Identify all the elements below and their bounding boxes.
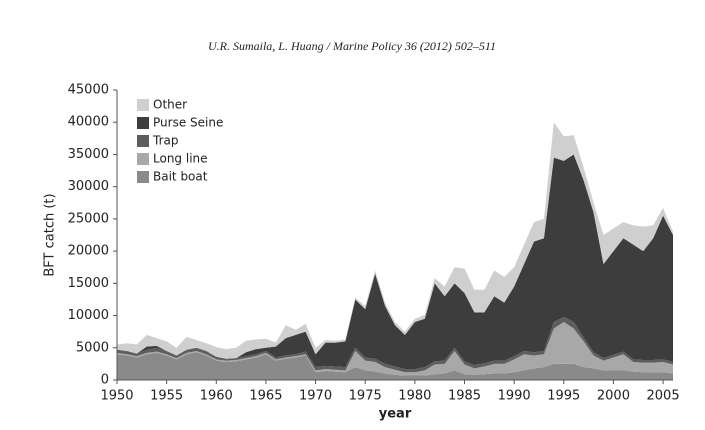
page-header: U.R. Sumaila, L. Huang / Marine Policy 3… [208, 39, 496, 53]
legend-label: Other [153, 98, 187, 112]
x-tick-label: 1965 [249, 389, 282, 404]
x-tick-label: 1950 [100, 389, 133, 404]
y-tick-label: 0 [101, 373, 109, 388]
x-tick-label: 1955 [150, 389, 183, 404]
x-tick-label: 1960 [200, 389, 233, 404]
legend-swatch [137, 153, 149, 165]
y-tick-label: 30000 [68, 179, 109, 194]
y-tick-label: 40000 [68, 115, 109, 130]
legend-label: Purse Seine [153, 116, 223, 130]
y-tick-label: 20000 [68, 244, 109, 259]
area [117, 322, 673, 376]
x-tick-label: 2000 [597, 389, 630, 404]
y-tick-label: 35000 [68, 147, 109, 162]
y-tick-label: 5000 [76, 340, 109, 355]
x-tick-label: 1980 [398, 389, 431, 404]
x-tick-label: 2005 [647, 389, 680, 404]
legend-swatch [137, 135, 149, 147]
x-tick-label: 1975 [349, 389, 382, 404]
x-tick-label: 1995 [547, 389, 580, 404]
x-tick-label: 1990 [498, 389, 531, 404]
x-axis-label: year [379, 407, 412, 422]
legend-label: Long line [153, 152, 208, 166]
legend-label: Trap [152, 134, 178, 148]
legend-swatch [137, 171, 149, 183]
legend-label: Bait boat [153, 170, 208, 184]
y-tick-label: 10000 [68, 308, 109, 323]
area [117, 154, 673, 370]
y-tick-label: 25000 [68, 211, 109, 226]
y-axis-label: BFT catch (t) [43, 193, 58, 276]
x-tick-label: 1985 [448, 389, 481, 404]
area [117, 352, 673, 380]
legend-swatch [137, 117, 149, 129]
x-tick-label: 1970 [299, 389, 332, 404]
y-tick-label: 15000 [68, 276, 109, 291]
y-tick-label: 45000 [68, 83, 109, 98]
legend-swatch [137, 99, 149, 111]
